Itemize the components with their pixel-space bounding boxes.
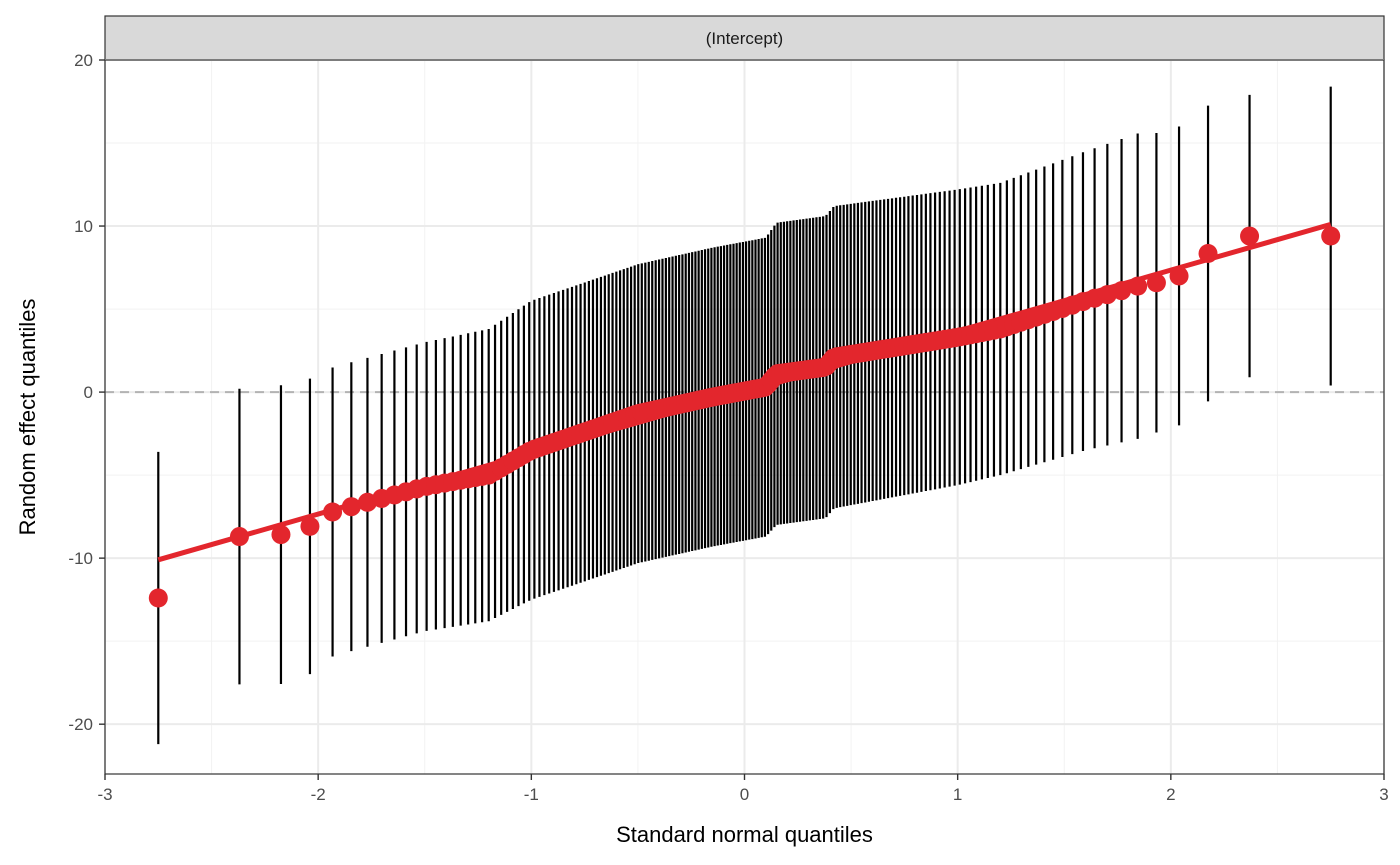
x-tick-label: 1 [953, 785, 962, 804]
y-tick-label: 10 [74, 217, 93, 236]
x-axis-ticks: -3 -2 -1 0 1 2 3 [97, 774, 1389, 804]
data-point [1240, 226, 1260, 246]
y-axis-title: Random effect quantiles [15, 299, 40, 536]
data-point [1169, 266, 1189, 286]
y-tick-label: 0 [84, 383, 93, 402]
data-points [148, 226, 1341, 608]
data-point [1146, 273, 1166, 293]
data-point [148, 588, 168, 608]
y-tick-label: -20 [68, 715, 93, 734]
x-tick-label: -3 [97, 785, 112, 804]
data-point [341, 497, 361, 517]
data-point [300, 516, 320, 536]
data-point [357, 492, 377, 512]
facet-strip: (Intercept) [104, 15, 1385, 61]
data-point [1198, 244, 1218, 264]
data-point [229, 527, 249, 547]
x-tick-label: 2 [1166, 785, 1175, 804]
data-point [323, 502, 343, 522]
x-tick-label: -1 [524, 785, 539, 804]
x-tick-label: -2 [311, 785, 326, 804]
x-tick-label: 3 [1379, 785, 1388, 804]
y-axis-ticks: -20 -10 0 10 20 [68, 51, 105, 734]
y-tick-label: 20 [74, 51, 93, 70]
facet-strip-background [104, 15, 1385, 61]
data-point [1128, 276, 1148, 296]
data-point [1321, 226, 1341, 246]
x-tick-label: 0 [740, 785, 749, 804]
data-point [271, 525, 291, 545]
x-axis-title: Standard normal quantiles [616, 822, 873, 847]
y-tick-label: -10 [68, 549, 93, 568]
data-point [1112, 281, 1132, 301]
facet-strip-label: (Intercept) [706, 29, 783, 48]
